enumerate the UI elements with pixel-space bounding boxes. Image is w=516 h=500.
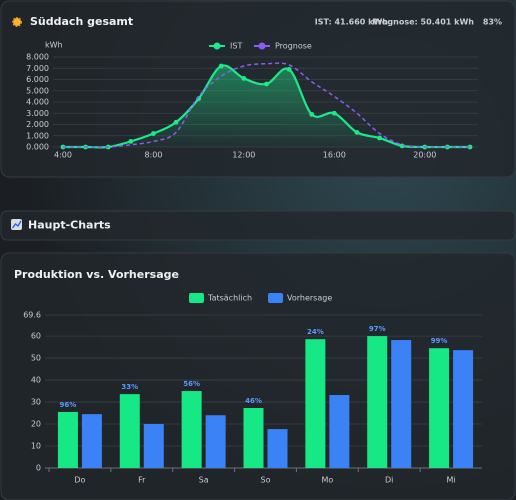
y-tick-label: 40 — [31, 376, 41, 385]
x-tick-label: Do — [74, 476, 85, 485]
y-tick-label: 0 — [36, 464, 41, 473]
point — [264, 81, 269, 87]
legend-label: IST — [230, 42, 242, 51]
point — [286, 66, 292, 72]
legend-label: Prognose — [275, 42, 312, 51]
y-tick-label: 10 — [31, 442, 41, 451]
y-tick-label: 50 — [31, 354, 41, 363]
point — [241, 75, 247, 81]
legend-swatch — [213, 42, 221, 50]
point — [377, 135, 382, 141]
bar-label: 99% — [431, 337, 448, 345]
x-tick-label: So — [261, 476, 271, 485]
point — [173, 119, 179, 125]
x-tick-label: 12:00 — [232, 151, 255, 160]
y-tick-label: 8.000 — [26, 53, 49, 62]
x-tick-label: Di — [385, 476, 393, 485]
y-axis-label: kWh — [45, 41, 63, 50]
point — [218, 63, 224, 69]
x-tick-label: Sa — [199, 476, 209, 485]
bar — [453, 350, 474, 468]
chart-title: Produktion vs. Vorhersage — [14, 268, 179, 281]
bar — [391, 340, 412, 468]
bar — [267, 429, 288, 468]
y-tick-label: 5.000 — [26, 86, 49, 95]
y-tick-label: 2.000 — [26, 120, 49, 129]
point — [331, 110, 337, 116]
bar — [205, 415, 226, 468]
legend-swatch — [268, 293, 283, 303]
bar — [119, 394, 140, 468]
panel[interactable] — [0, 210, 516, 241]
bar — [305, 339, 326, 468]
x-tick-label: 8:00 — [144, 151, 162, 160]
bar — [429, 348, 450, 468]
x-tick-label: Fr — [138, 476, 146, 485]
y-tick-label: 4.000 — [26, 98, 49, 107]
bar — [243, 407, 264, 468]
summary: 83% — [483, 18, 502, 27]
legend-swatch — [258, 42, 266, 50]
legend-label: Tatsächlich — [207, 294, 252, 303]
y-tick-label: 3.000 — [26, 109, 49, 118]
point — [151, 131, 156, 136]
bar-label: 56% — [183, 380, 200, 388]
y-tick-label: 60 — [31, 332, 41, 341]
point — [354, 129, 360, 135]
section-title: Haupt-Charts — [28, 219, 111, 232]
bar — [143, 424, 164, 468]
x-tick-label: 4:00 — [54, 151, 72, 160]
point — [128, 138, 134, 144]
bar-label: 46% — [245, 397, 262, 405]
x-tick-label: 16:00 — [323, 151, 346, 160]
y-tick-label: 30 — [31, 398, 41, 407]
summary: Prognose: 50.401 kWh — [372, 18, 474, 27]
y-tick-label: 7.000 — [26, 64, 49, 73]
bar — [367, 336, 388, 468]
x-tick-label: Mi — [447, 476, 456, 485]
point — [309, 111, 315, 117]
y-tick-label: 69.6 — [23, 311, 41, 320]
legend-swatch — [189, 293, 204, 303]
area — [63, 65, 470, 148]
y-tick-label: 6.000 — [26, 75, 49, 84]
bar — [329, 395, 350, 468]
x-tick-label: 20:00 — [413, 151, 436, 160]
summary: IST: 41.660 kWh — [315, 18, 389, 27]
chart-icon — [11, 220, 22, 229]
bar-label: 97% — [369, 325, 386, 333]
bar-label: 33% — [121, 383, 138, 391]
y-tick-label: 20 — [31, 420, 41, 429]
bar — [81, 414, 102, 468]
chart-title: Süddach gesamt — [30, 15, 133, 28]
bar — [181, 391, 202, 468]
y-tick-label: 0.000 — [26, 143, 49, 152]
sun-icon — [12, 17, 22, 27]
legend-label: Vorhersage — [287, 294, 332, 303]
bar-label: 96% — [60, 401, 77, 409]
bar — [57, 411, 78, 468]
y-tick-label: 1.000 — [26, 131, 49, 140]
bar-label: 24% — [307, 328, 324, 336]
x-tick-label: Mo — [321, 476, 333, 485]
point — [467, 144, 473, 150]
